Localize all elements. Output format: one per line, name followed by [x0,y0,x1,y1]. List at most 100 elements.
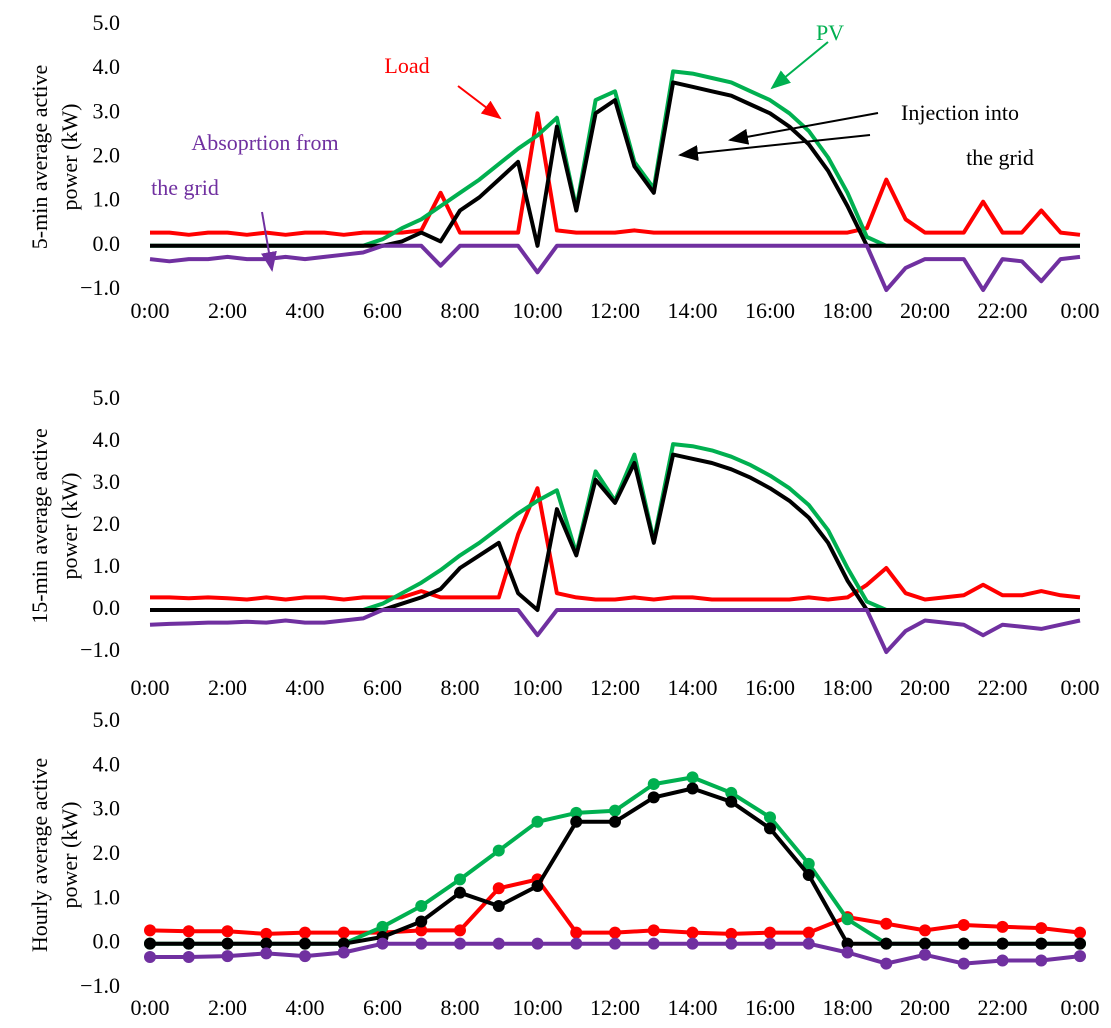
annotation: the grid [151,175,219,200]
data-point [144,950,156,963]
data-point [260,937,273,950]
data-point [764,926,776,939]
y-tick-label: 4.0 [93,751,121,776]
data-point [492,844,505,857]
x-tick-label: 0:00 [130,675,169,700]
data-point [454,924,466,937]
x-tick-label: 6:00 [363,675,402,700]
data-point [531,937,544,950]
x-tick-label: 20:00 [900,298,950,323]
y-tick-label: 2.0 [93,511,121,536]
data-point [1074,926,1086,939]
data-point [570,806,583,819]
x-tick-label: 16:00 [745,298,795,323]
data-point [376,937,389,950]
data-point [996,920,1009,933]
y-tick-label: −1.0 [80,275,120,300]
y-axis-label: 5-min average active [27,65,52,249]
arrow [457,85,502,120]
data-point [337,937,350,950]
y-tick-label: −1.0 [80,637,120,662]
data-point [725,786,738,799]
y-tick-label: 3.0 [93,796,121,821]
data-point [454,937,466,950]
data-point [880,957,893,970]
y-tick-label: 0.0 [93,595,121,620]
data-point [454,873,466,886]
x-tick-label: 10:00 [512,675,562,700]
data-point [841,937,854,950]
data-point [996,954,1009,967]
data-point [919,948,931,961]
annotation: the grid [966,145,1034,170]
data-point [221,937,234,950]
y-tick-label: 1.0 [93,187,121,212]
x-tick-label: 0:00 [130,298,169,323]
x-tick-label: 20:00 [900,995,950,1020]
y-tick-label: 5.0 [93,10,121,35]
y-tick-label: 4.0 [93,54,121,79]
data-point [957,937,970,950]
x-tick-label: 6:00 [363,995,402,1020]
x-tick-label: 12:00 [590,298,640,323]
data-point [492,937,505,950]
data-point [337,946,350,959]
data-point [764,822,776,835]
arrow [678,134,871,162]
y-tick-label: 5.0 [93,385,121,410]
y-axis-label: power (kW) [57,473,82,580]
data-point [919,937,931,950]
x-tick-label: 6:00 [363,298,402,323]
data-point [647,937,660,950]
series-line [150,486,1081,602]
annotation: Absoprtion from [191,130,338,155]
data-point [415,899,428,912]
data-point [647,924,660,937]
data-point [802,868,815,881]
data-point [454,886,466,899]
data-point [415,915,428,928]
data-point [299,950,311,963]
x-tick-label: 8:00 [440,995,479,1020]
x-tick-label: 18:00 [822,675,872,700]
x-tick-label: 10:00 [512,995,562,1020]
data-point [376,920,389,933]
data-point [144,924,156,937]
arrow [770,41,829,90]
data-point [1035,937,1048,950]
x-tick-label: 0:00 [1060,995,1099,1020]
series-line [150,452,1080,612]
y-tick-label: 0.0 [93,929,121,954]
data-point [1074,950,1086,963]
data-point [221,925,234,938]
data-point [919,924,931,937]
y-tick-label: 3.0 [93,98,121,123]
data-point [570,815,583,828]
series-line [149,877,1081,936]
data-point [1074,937,1086,950]
data-point [260,927,273,940]
data-point [725,795,738,808]
data-point [609,815,621,828]
data-point [725,927,738,940]
x-tick-label: 14:00 [667,675,717,700]
annotation: PV [816,20,844,45]
y-axis-label: power (kW) [57,802,82,909]
data-point [1035,954,1048,967]
x-tick-label: 8:00 [440,298,479,323]
data-point [531,815,544,828]
data-point [957,919,970,932]
y-axis-label: Hourly average active [27,758,52,952]
data-point [221,950,234,963]
x-tick-label: 18:00 [822,298,872,323]
data-point [686,937,699,950]
data-point [802,937,815,950]
data-point [182,950,195,963]
data-point [144,937,156,950]
data-point [1035,922,1048,935]
plots: 5.0 4.0 3.0 2.0 1.0 0.0 −1.0 0:00 2:00 4:00 6:00 8:… [27,10,1100,1020]
data-point [686,771,699,784]
y-tick-label: 1.0 [93,553,121,578]
data-point [182,925,195,938]
